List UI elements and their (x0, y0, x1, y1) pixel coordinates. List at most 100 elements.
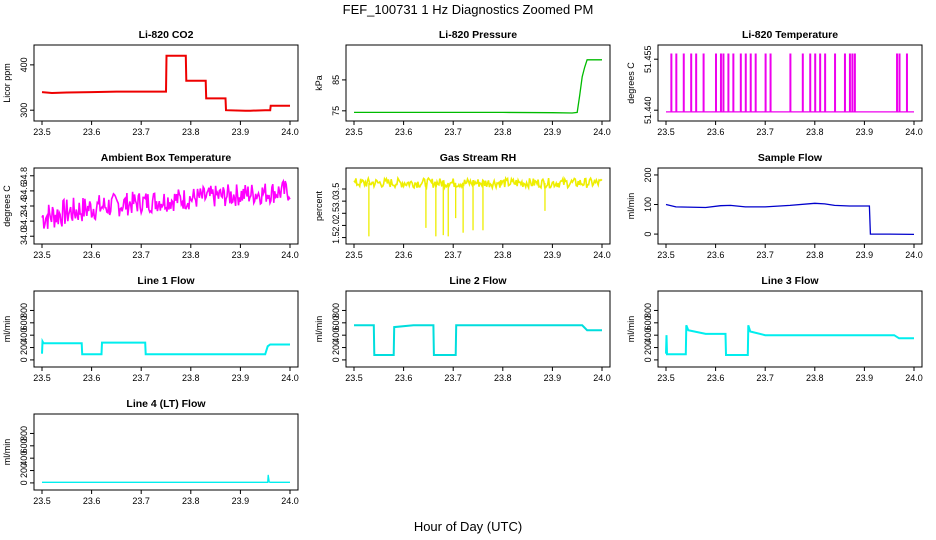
x-tick-label: 23.8 (182, 496, 200, 506)
plot-frame (33, 290, 299, 368)
y-axis-label: ml/min (626, 193, 636, 220)
y-tick-label: 34.0 (19, 227, 29, 245)
x-tick-label: 23.8 (182, 373, 200, 383)
x-tick-label: 23.6 (83, 250, 101, 260)
y-tick-label: 3.5 (331, 183, 341, 196)
panels-group: Li-820 CO2 Licor ppm 23.5 23.6 23.7 23.8 23.9 2… (2, 29, 923, 506)
panel-title: Sample Flow (758, 152, 823, 164)
figure-title: FEF_100731 1 Hz Diagnostics Zoomed PM (343, 2, 594, 17)
panel-title: Li-820 Temperature (742, 29, 838, 41)
y-tick-label: 300 (19, 103, 29, 118)
y-axis-label: degrees C (2, 185, 12, 227)
series-line (354, 59, 602, 114)
x-tick-label: 23.6 (707, 127, 725, 137)
plot-frame (33, 413, 299, 491)
y-tick-label: 600 (331, 315, 341, 330)
x-tick-label: 24.0 (281, 127, 299, 137)
y-tick-label: 400 (331, 328, 341, 343)
x-tick-label: 23.7 (132, 250, 150, 260)
x-tick-label: 23.7 (756, 127, 774, 137)
y-tick-label: 400 (643, 328, 653, 343)
y-tick-label: 200 (643, 167, 653, 182)
x-tick-label: 23.8 (494, 127, 512, 137)
series-line (41, 337, 290, 356)
y-tick-label: 400 (19, 57, 29, 72)
x-tick-label: 23.7 (132, 373, 150, 383)
x-tick-label: 24.0 (593, 373, 611, 383)
series-line (665, 202, 915, 236)
x-tick-label: 23.9 (856, 127, 874, 137)
x-tick-label: 23.7 (444, 127, 462, 137)
x-tick-label: 23.7 (756, 250, 774, 260)
x-tick-label: 23.5 (33, 127, 51, 137)
y-axis-label: percent (314, 190, 324, 221)
x-tick-label: 24.0 (281, 250, 299, 260)
series-noise (41, 178, 291, 229)
panel-sample_flow: Sample Flow ml/min 23.5 23.6 23.7 23.8 23.9 24.… (626, 152, 923, 260)
y-tick-label: 75 (331, 106, 341, 116)
plot-frame (657, 167, 923, 245)
x-tick-label: 23.8 (182, 250, 200, 260)
x-tick-label: 23.6 (395, 127, 413, 137)
panel-line2: Line 2 Flow ml/min 23.5 23.6 23.7 23.8 23.9 24.… (314, 275, 611, 383)
x-tick-label: 24.0 (593, 127, 611, 137)
series-noise (353, 175, 603, 191)
y-tick-label: 200 (643, 340, 653, 355)
x-tick-label: 23.5 (345, 127, 363, 137)
y-tick-label: 800 (19, 426, 29, 441)
y-tick-label: 1.5 (331, 231, 341, 244)
panel-title: Ambient Box Temperature (101, 152, 232, 164)
panel-title: Line 1 Flow (137, 275, 195, 287)
x-tick-label: 23.9 (544, 373, 562, 383)
y-tick-label: 0 (331, 357, 341, 362)
panel-co2: Li-820 CO2 Licor ppm 23.5 23.6 23.7 23.8 23.9 2… (2, 29, 299, 137)
y-axis-label: ml/min (2, 316, 12, 343)
x-tick-label: 23.7 (444, 250, 462, 260)
x-tick-label: 23.7 (756, 373, 774, 383)
x-tick-label: 23.5 (33, 373, 51, 383)
figure-xlabel: Hour of Day (UTC) (414, 519, 522, 534)
y-tick-label: 800 (19, 303, 29, 318)
x-tick-label: 23.5 (657, 373, 675, 383)
panel-title: Line 3 Flow (761, 275, 819, 287)
plot-frame (657, 290, 923, 368)
y-tick-label: 800 (331, 303, 341, 318)
x-tick-label: 23.5 (345, 373, 363, 383)
x-tick-label: 24.0 (593, 250, 611, 260)
panel-line4: Line 4 (LT) Flow ml/min 23.5 23.6 23.7 23.8 23… (2, 398, 299, 506)
y-axis-label: ml/min (626, 316, 636, 343)
panel-title: Line 2 Flow (449, 275, 507, 287)
x-tick-label: 23.6 (83, 373, 101, 383)
y-tick-label: 2.5 (331, 207, 341, 220)
series-line (665, 324, 914, 356)
plot-frame (345, 290, 611, 368)
x-tick-label: 23.5 (33, 250, 51, 260)
y-tick-label: 100 (643, 197, 653, 212)
x-tick-label: 23.9 (544, 250, 562, 260)
x-tick-label: 23.9 (856, 373, 874, 383)
x-tick-label: 23.5 (657, 127, 675, 137)
plot-frame (33, 44, 299, 122)
x-tick-label: 23.9 (232, 250, 250, 260)
x-tick-label: 23.9 (232, 373, 250, 383)
x-tick-label: 23.5 (657, 250, 675, 260)
x-tick-label: 23.8 (806, 373, 824, 383)
y-tick-label: 400 (19, 451, 29, 466)
x-tick-label: 23.7 (444, 373, 462, 383)
x-tick-label: 24.0 (905, 250, 923, 260)
x-tick-label: 23.8 (806, 127, 824, 137)
panel-title: Line 4 (LT) Flow (126, 398, 206, 410)
y-tick-label: 600 (19, 315, 29, 330)
y-tick-label: 0 (643, 357, 653, 362)
panel-title: Li-820 CO2 (139, 29, 194, 41)
y-tick-label: 34.4 (19, 197, 29, 215)
y-tick-label: 0 (19, 480, 29, 485)
x-tick-label: 23.6 (707, 250, 725, 260)
x-tick-label: 23.8 (806, 250, 824, 260)
x-tick-label: 23.6 (83, 127, 101, 137)
x-tick-label: 24.0 (281, 496, 299, 506)
panel-title: Li-820 Pressure (439, 29, 517, 41)
plot-frame (657, 44, 923, 122)
panel-line1: Line 1 Flow ml/min 23.5 23.6 23.7 23.8 23.9 24.… (2, 275, 299, 383)
